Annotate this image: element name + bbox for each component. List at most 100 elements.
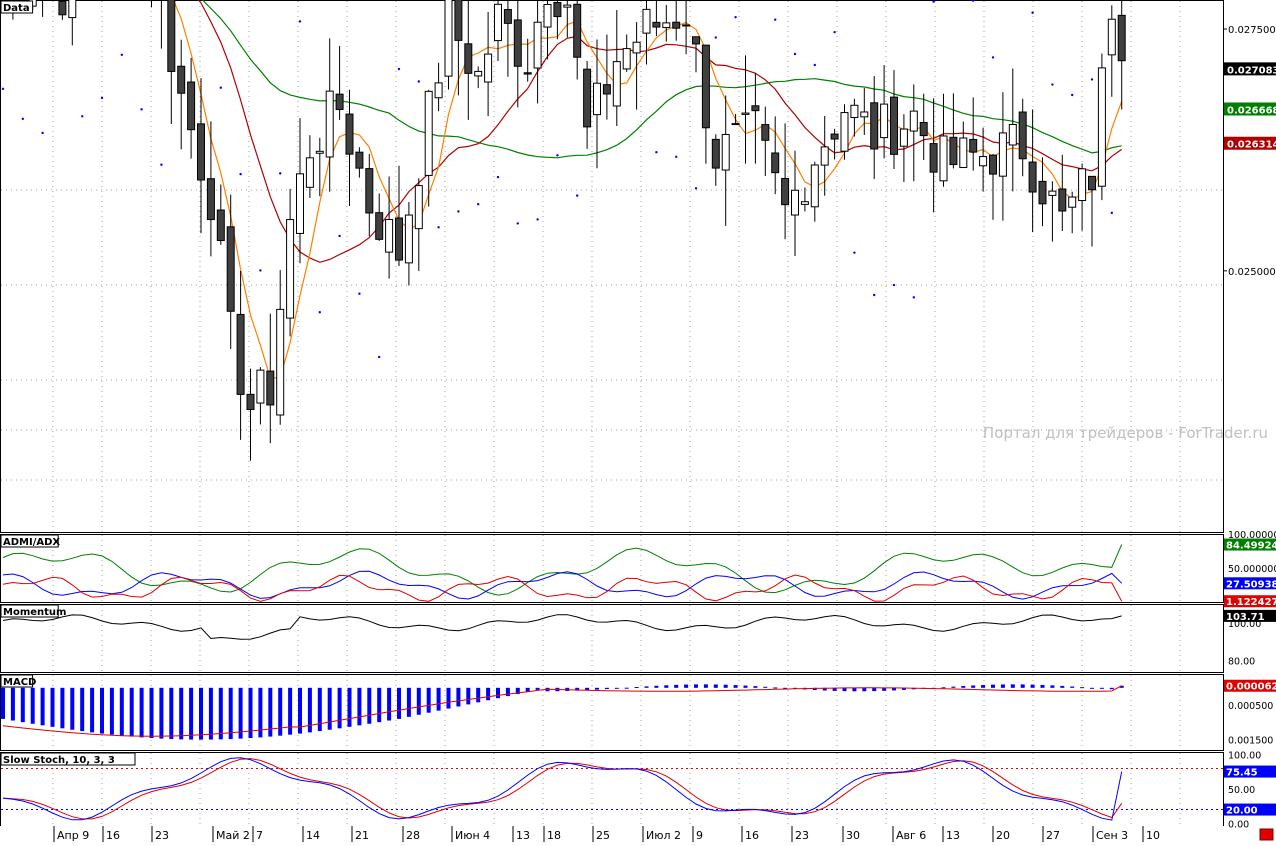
candle [622, 48, 631, 70]
macd-bar [822, 687, 827, 691]
candle [1048, 190, 1057, 196]
indicator-tag-signal [1224, 679, 1276, 692]
macd-bar [486, 687, 491, 701]
panel-label: MACD [3, 677, 36, 688]
x-axis-area [0, 826, 1276, 842]
macd-bar [416, 687, 421, 715]
psar-dot [358, 292, 361, 295]
candle [494, 3, 502, 42]
candle [256, 369, 265, 404]
indicator-tag-label: 84.499248 [1226, 541, 1276, 552]
macd-bar [70, 687, 75, 730]
candle [662, 22, 671, 29]
macd-bar [446, 687, 451, 709]
momentum-line [2, 614, 1122, 640]
psar-dot [100, 96, 104, 100]
psar-dot [21, 117, 24, 121]
psar-dot [516, 222, 519, 225]
macd-bar [941, 687, 946, 689]
candle [206, 178, 215, 221]
macd-bar [703, 684, 708, 688]
psar-dot [734, 15, 737, 19]
indicator-tag-level [1224, 803, 1276, 816]
candle [583, 68, 592, 128]
macd-bar [288, 687, 293, 735]
macd-bar [387, 687, 392, 721]
y-tick-label: 0.000500 [1228, 701, 1273, 712]
macd-bar [169, 687, 174, 740]
candle [899, 128, 908, 147]
x-tick-label: Июл 2 [646, 829, 681, 842]
macd-bar [842, 687, 847, 692]
psar-dot [853, 251, 856, 254]
macd-bar [357, 687, 362, 726]
price-tag-label: 0.027083 [1227, 65, 1276, 76]
psar-dot [1110, 211, 1114, 215]
y-tick-label: 100.000000 [1228, 530, 1276, 541]
macd-bar [406, 687, 411, 717]
macd-bar [476, 687, 481, 703]
macd-bar [149, 687, 154, 739]
psar-dot [318, 311, 321, 314]
macd-bar [595, 687, 599, 690]
macd-bar [1080, 687, 1085, 689]
candle [830, 133, 839, 140]
macd-bar [208, 687, 213, 740]
candle [612, 61, 621, 107]
psar-dot [477, 202, 480, 206]
price-tag-label: 0.026668 [1227, 105, 1276, 116]
candle [820, 146, 829, 166]
candle [761, 124, 770, 141]
candle [721, 133, 730, 171]
candle [266, 370, 275, 406]
psar-dot [813, 63, 816, 67]
macd-bar [773, 687, 778, 689]
macd-bar [812, 687, 817, 691]
x-tick-label: Май 2 [216, 829, 250, 842]
psar-dot [694, 187, 698, 190]
candle [355, 151, 364, 169]
macd-bar [60, 687, 65, 729]
candle [929, 143, 938, 173]
macd-bar [238, 687, 243, 739]
macd-bar [367, 687, 372, 724]
x-tick-label: 10 [1146, 829, 1160, 842]
macd-bar [614, 687, 619, 689]
macd-bar [90, 687, 95, 733]
psar-dot [219, 86, 222, 89]
macd-bar [1040, 684, 1045, 688]
macd-bar [505, 687, 510, 697]
macd-bar [377, 687, 382, 723]
x-tick-label: Апр 9 [57, 829, 89, 842]
indicator-tag-plus_di [1224, 577, 1276, 590]
candle [1088, 175, 1096, 191]
panel-frame-adx [0, 534, 1224, 603]
psar-dot [160, 163, 163, 166]
psar-dot [675, 155, 678, 158]
psar-dot [279, 172, 282, 175]
candle [632, 41, 641, 54]
candle [513, 19, 522, 67]
psar-dot [873, 293, 876, 297]
x-tick-label: Авг 6 [896, 829, 926, 842]
x-tick-label: 16 [745, 829, 759, 842]
candle [800, 201, 809, 205]
macd-bar [347, 687, 352, 727]
x-tick-label: 7 [256, 829, 263, 842]
candle [226, 226, 235, 312]
macd-bar [575, 687, 580, 691]
candle [385, 219, 394, 253]
macd-bar [1109, 687, 1114, 690]
psar-dot [298, 20, 302, 23]
candle [296, 173, 304, 234]
price-tag-sma_mid [1224, 136, 1276, 150]
panel-label-box [0, 0, 34, 14]
psar-dot [833, 30, 836, 34]
candle [1097, 67, 1106, 187]
candle [424, 90, 433, 176]
candle [1107, 18, 1116, 56]
candle [454, 0, 463, 41]
candle [1078, 168, 1087, 202]
